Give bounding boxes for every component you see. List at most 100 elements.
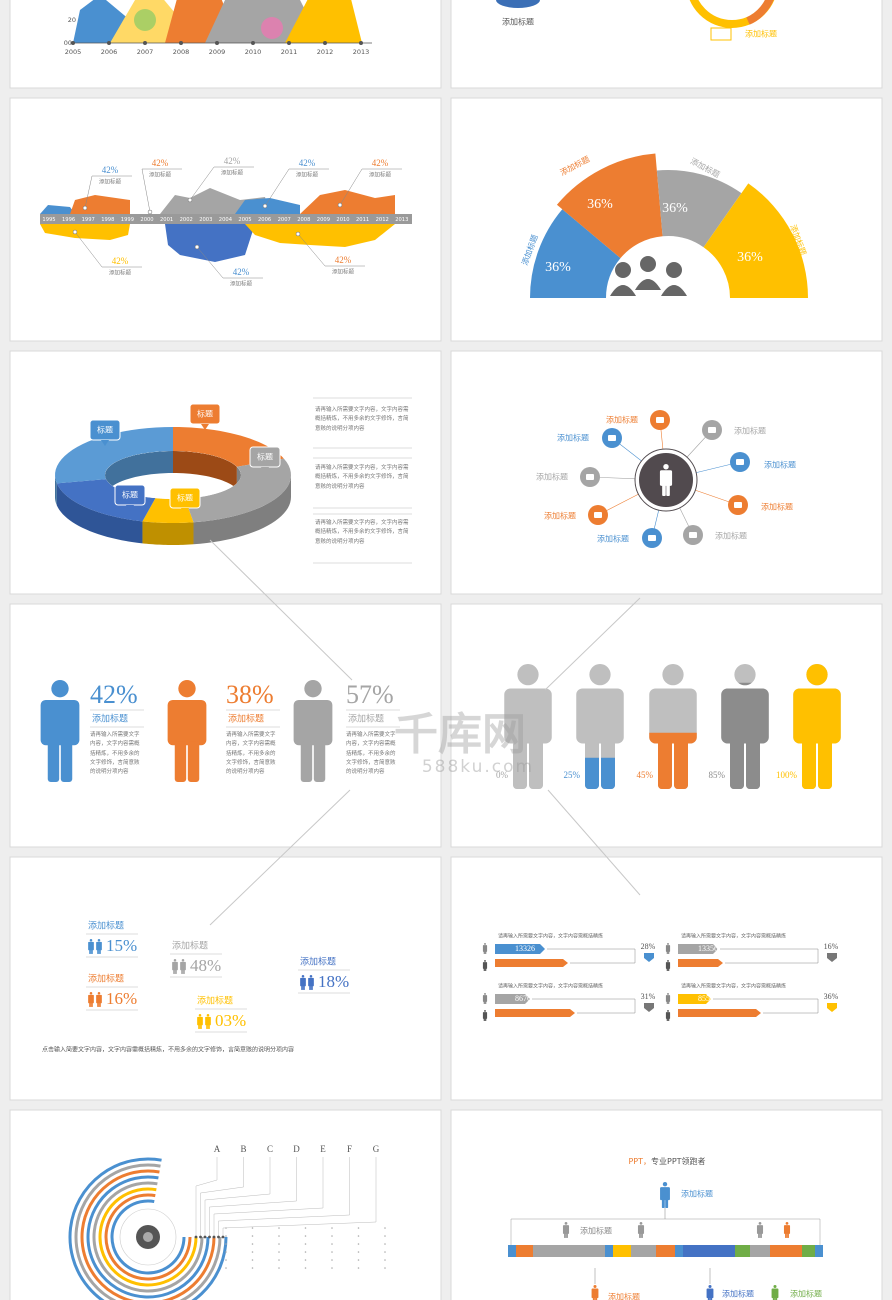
people-icon bbox=[615, 262, 631, 278]
person-icon bbox=[180, 961, 186, 971]
dot bbox=[331, 1235, 333, 1237]
person-icon bbox=[311, 982, 313, 990]
dot bbox=[225, 1251, 227, 1253]
hub-label: 添加标题 bbox=[734, 426, 766, 436]
letter: D bbox=[293, 1144, 300, 1154]
letter: F bbox=[347, 1144, 352, 1154]
dot bbox=[251, 1243, 254, 1245]
slide bbox=[450, 856, 883, 1101]
item-title: 添加标题 bbox=[348, 713, 384, 725]
timeline-segment bbox=[815, 1245, 823, 1257]
person-icon bbox=[668, 1014, 670, 1021]
dot bbox=[278, 1243, 280, 1245]
year-label: 2011 bbox=[356, 217, 369, 223]
person-icon bbox=[300, 977, 306, 987]
callout-line bbox=[141, 168, 182, 213]
icon-glyph bbox=[586, 474, 594, 480]
icon-glyph bbox=[689, 532, 697, 538]
shape bbox=[245, 224, 395, 247]
donut-sector bbox=[703, 183, 808, 298]
year-label: 1996 bbox=[62, 217, 75, 223]
person-icon bbox=[206, 1021, 208, 1029]
callout-label: 添加标题 bbox=[332, 268, 355, 276]
person-icon bbox=[666, 947, 668, 954]
ring bbox=[689, 0, 775, 28]
shield-icon bbox=[644, 1003, 654, 1012]
person-icon bbox=[187, 741, 200, 782]
person-icon bbox=[485, 947, 487, 954]
callout-dot bbox=[72, 229, 78, 235]
letter: A bbox=[214, 1144, 221, 1154]
dot bbox=[357, 1227, 360, 1229]
shape bbox=[235, 198, 300, 214]
person-icon bbox=[666, 964, 668, 971]
shape bbox=[496, 0, 540, 8]
person-icon bbox=[483, 947, 485, 954]
dot bbox=[251, 1235, 254, 1237]
year-label: 1995 bbox=[42, 217, 55, 223]
bracket bbox=[720, 948, 819, 964]
connector-dot bbox=[203, 1235, 207, 1239]
value-bar bbox=[495, 1009, 575, 1017]
axis-dot bbox=[215, 41, 219, 45]
value-bar bbox=[678, 959, 723, 967]
callout-value: 42% bbox=[335, 255, 352, 265]
person-icon bbox=[787, 1229, 789, 1238]
person-icon bbox=[637, 1225, 645, 1234]
timeline-segment bbox=[605, 1245, 613, 1257]
slide bbox=[9, 603, 442, 848]
connector-dot bbox=[212, 1235, 216, 1239]
value-bar bbox=[495, 944, 545, 954]
percent-label: 45% bbox=[637, 770, 654, 780]
person-icon bbox=[562, 1225, 570, 1234]
hub-label: 添加标题 bbox=[544, 511, 576, 521]
timeline-label: 添加标题 bbox=[790, 1289, 822, 1299]
person-icon bbox=[197, 1016, 203, 1026]
laptop-icon bbox=[710, 27, 732, 41]
timeline-segment bbox=[613, 1245, 631, 1257]
person-icon bbox=[734, 664, 756, 686]
dot bbox=[331, 1267, 333, 1269]
person-icon bbox=[99, 946, 101, 954]
year-label: 2013 bbox=[395, 217, 408, 223]
dot bbox=[251, 1251, 254, 1253]
icon-glyph bbox=[656, 417, 664, 423]
person-icon bbox=[576, 688, 624, 744]
callout-dot bbox=[147, 209, 153, 215]
icon-glyph bbox=[608, 435, 616, 441]
person-icon bbox=[181, 966, 183, 974]
donut-top bbox=[56, 479, 156, 522]
icon-glyph bbox=[648, 535, 656, 541]
year-label: 2010 bbox=[336, 217, 349, 223]
person-icon bbox=[517, 664, 539, 686]
year-label: 2003 bbox=[199, 217, 212, 223]
callout-dot bbox=[194, 244, 200, 250]
item-value: 15% bbox=[106, 936, 137, 955]
dot bbox=[278, 1259, 280, 1261]
dot bbox=[225, 1243, 227, 1245]
person-icon bbox=[662, 664, 684, 686]
person-icon bbox=[88, 941, 94, 951]
year-label: 2009 bbox=[317, 217, 330, 223]
person-icon bbox=[668, 947, 670, 954]
donut-side bbox=[142, 521, 194, 545]
dot bbox=[357, 1267, 360, 1269]
row-percent: 16% bbox=[824, 942, 839, 951]
dot bbox=[278, 1227, 280, 1229]
person-icon bbox=[200, 1021, 202, 1029]
person-icon bbox=[482, 1012, 488, 1019]
item-title: 添加标题 bbox=[88, 920, 124, 932]
icon-glyph bbox=[708, 427, 716, 433]
person-icon bbox=[756, 1225, 764, 1234]
callout-dot bbox=[82, 205, 88, 211]
dot bbox=[331, 1243, 333, 1245]
callout-value: 42% bbox=[224, 156, 241, 166]
item-title: 添加标题 bbox=[197, 995, 233, 1007]
person-icon bbox=[661, 1196, 665, 1208]
paragraph: 请再输入所需要文字内容，文字内容需概括精炼，不用多余的文字修饰，言简意赅的说明分… bbox=[315, 465, 409, 490]
person-icon bbox=[668, 997, 670, 1004]
sector-value: 36% bbox=[587, 197, 613, 212]
connector bbox=[209, 1157, 297, 1237]
callout-line bbox=[74, 231, 142, 268]
person-icon bbox=[293, 699, 333, 746]
